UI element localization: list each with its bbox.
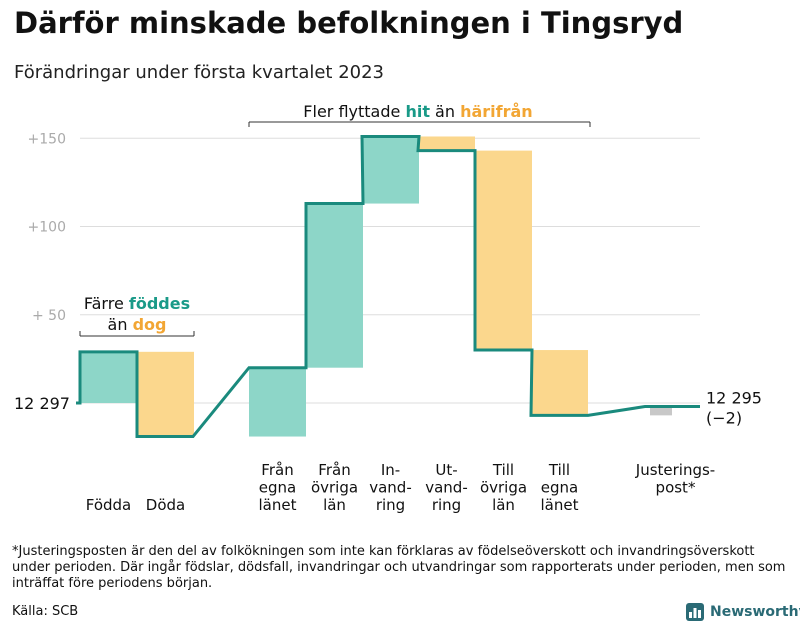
category-label-line: egna [541, 479, 578, 497]
annotation-text: Fler flyttade hit än härifrån [303, 102, 532, 121]
source-label: Källa: SCB [12, 604, 79, 619]
category-label-line: Från [318, 461, 350, 479]
category-label-line: län [492, 496, 515, 514]
category-label-line: länet [259, 496, 297, 514]
category-label: Till övriga län [480, 461, 527, 514]
annotation-segment: hit [405, 102, 430, 121]
annotation-segment: än [108, 315, 133, 334]
category-label-line: Till [492, 461, 514, 479]
annotation-text: Färre föddes [84, 294, 190, 313]
category-label-line: övriga [480, 479, 527, 497]
category-label-line: vand- [425, 479, 468, 497]
category-label-line: övriga [311, 479, 358, 497]
waterfall-bar [249, 367, 306, 437]
waterfall-bar [650, 406, 672, 416]
waterfall-bar [531, 350, 588, 416]
y-tick-label: +150 [28, 131, 66, 147]
end-change-label: (−2) [706, 409, 742, 428]
waterfall-bar [418, 136, 475, 151]
category-label-line: länet [541, 496, 579, 514]
waterfall-bar [80, 351, 137, 403]
brand-logo[interactable]: Newsworthy [686, 603, 800, 621]
waterfall-bar [362, 136, 419, 204]
category-label-line: In- [381, 461, 400, 479]
category-label-line: ring [432, 496, 461, 514]
category-label-line: Ut- [435, 461, 457, 479]
waterfall-chart: +150 +100 + 50 12 297 12 295(−2) Födda Döda Frå… [14, 102, 762, 514]
chart-title: Därför minskade befolkningen i Tingsryd [14, 6, 684, 40]
category-label: In-vand-ring [369, 461, 412, 514]
chart-subtitle: Förändringar under första kvartalet 2023 [14, 62, 385, 83]
annotation-segment: Fler flyttade [303, 102, 405, 121]
category-label: Födda [86, 496, 132, 514]
category-label: Från egna länet [259, 461, 297, 514]
waterfall-bar [475, 150, 532, 351]
annotation-segment: dog [133, 315, 167, 334]
start-value-label: 12 297 [14, 394, 70, 413]
category-label-line: vand- [369, 479, 412, 497]
category-label-line: ring [376, 496, 405, 514]
category-label: Döda [146, 496, 185, 514]
annotation-segment: Färre [84, 294, 129, 313]
cumulative-line [76, 134, 700, 439]
category-label-line: post* [656, 479, 696, 497]
annotation-segment: än [430, 102, 460, 121]
category-label-line: Till [548, 461, 570, 479]
category-label-line: Justerings- [635, 461, 715, 479]
end-value-label: 12 295 [706, 389, 762, 408]
category-label: Ut-vand-ring [425, 461, 468, 514]
category-label: Från övriga län [311, 461, 358, 514]
category-label-line: län [323, 496, 346, 514]
category-label-line: Från [261, 461, 293, 479]
waterfall-bar [137, 351, 194, 437]
brand-name: Newsworthy [710, 604, 800, 620]
category-label-line: Födda [86, 496, 132, 514]
newsworthy-icon [686, 603, 704, 621]
y-tick-label: +100 [28, 220, 66, 236]
y-tick-label: + 50 [32, 308, 66, 324]
waterfall-bar [306, 203, 363, 368]
category-label: Justerings-post* [635, 461, 715, 497]
annotation-segment: härifrån [460, 102, 533, 121]
category-label: Till egna länet [541, 461, 579, 514]
annotation-text: än dog [108, 315, 167, 334]
annotation-segment: föddes [129, 294, 190, 313]
category-label-line: egna [259, 479, 296, 497]
footnote: *Justeringsposten är den del av folkökni… [12, 544, 786, 591]
category-label-line: Döda [146, 496, 185, 514]
